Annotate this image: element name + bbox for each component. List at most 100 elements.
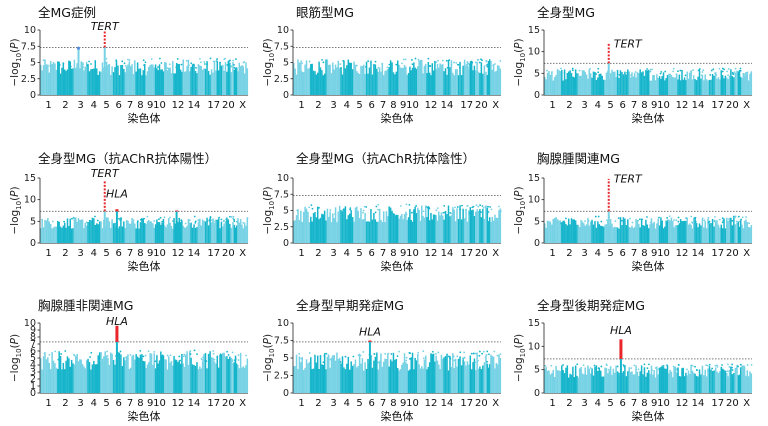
x-tick-label: 8 [641,100,647,111]
x-axis-label: 染色体 [128,111,161,125]
snp-point [338,211,341,213]
snp-point [203,61,206,63]
snp-point [474,352,477,355]
snp-point [435,61,438,64]
x-tick-label: X [492,248,499,259]
chromosome-9-points [398,350,408,393]
x-tick-label: 1 [298,398,304,409]
snp-point [375,205,378,208]
x-tick-label: 7 [127,100,133,111]
snp-point [666,364,668,367]
snp-point [677,216,680,219]
snp-point [163,216,166,219]
x-tick-label: 20 [726,248,739,259]
snp-point [726,370,729,373]
snp-point [398,350,400,353]
chromosome-22-points [737,67,742,95]
snp-point [672,70,674,73]
snp-point [64,350,67,352]
snp-point [734,73,737,76]
snp-point [553,220,556,223]
chromosome-14-points [443,205,452,243]
x-tick-label: 9 [651,100,657,111]
snp-point [90,63,92,65]
snp-point [410,59,413,61]
chromosome-13-points [182,218,191,243]
snp-point [120,217,123,220]
x-tick-label: 7 [380,248,386,259]
chromosome-18-points [468,205,476,243]
chromosome-6-points [112,350,125,393]
chromosome-X-points [741,363,753,393]
chromosome-X-points [237,61,249,95]
chromosome-1-points [543,217,562,243]
snp-point [646,68,648,70]
x-axis-label: 染色体 [632,409,665,423]
chromosome-21-points [229,59,235,95]
chromosome-22-points [486,350,491,393]
snp-point [179,359,181,362]
panel-title: 胸腺腫非関連MG [38,298,133,313]
x-tick-label: 2 [315,398,321,409]
snp-point [731,219,734,222]
snp-point [223,58,226,61]
panel-title: 全身型MG [537,5,595,20]
chromosome-22-points [737,215,742,243]
chromosome-6-points [112,217,125,243]
snp-point [422,357,425,360]
snp-point [42,59,45,62]
y-tick-label: 0 [283,388,289,399]
snp-point [418,66,421,69]
y-tick-label: 0 [283,238,289,249]
snp-point [229,358,231,361]
chromosome-17-points [463,204,470,243]
chromosome-10-points [407,203,418,243]
chromosome-22-points [233,58,238,95]
x-tick-label: 7 [631,248,637,259]
x-tick-label: X [239,398,246,409]
snp-point [614,220,617,223]
snp-point [106,355,109,358]
x-tick-label: 10 [406,100,419,111]
chromosome-6-points [616,217,629,243]
snp-point [618,73,621,76]
x-tick-label: 17 [207,100,220,111]
snp-point [171,220,174,222]
snp-point [589,67,592,70]
x-tick-label: 17 [207,248,220,259]
chromosome-9-points [398,203,408,243]
snp-point [106,350,108,353]
snp-point [484,356,487,359]
chromosome-5-points [353,205,366,243]
snp-point [236,222,239,224]
snp-point [377,203,380,206]
snp-point [716,364,718,367]
chromosome-15-points [197,57,206,95]
chromosome-10-points [658,216,669,243]
snp-point [750,363,753,366]
snp-point [239,66,242,68]
snp-point [362,211,364,214]
snp-point [158,218,160,221]
snp-point [334,213,336,215]
snp-point [94,215,96,218]
snp-point [551,71,553,73]
snp-point [41,218,43,221]
snp-point [709,74,712,76]
y-axis-label: −log10(P) [513,186,527,234]
x-tick-label: 1 [549,398,555,409]
snp-point [147,350,150,353]
snp-point [128,59,131,62]
snp-point [296,209,299,212]
snp-point [234,357,237,360]
gene-label: HLA [106,188,128,201]
snp-point [691,221,693,224]
chromosome-11-points [668,67,678,95]
snp-point [139,349,142,352]
chromosome-13-points [182,350,192,393]
snp-point [180,63,183,66]
snp-point [245,354,248,357]
chromosome-2-points [310,58,328,95]
x-tick-label: 2 [566,248,572,259]
x-tick-label: 20 [475,100,488,111]
